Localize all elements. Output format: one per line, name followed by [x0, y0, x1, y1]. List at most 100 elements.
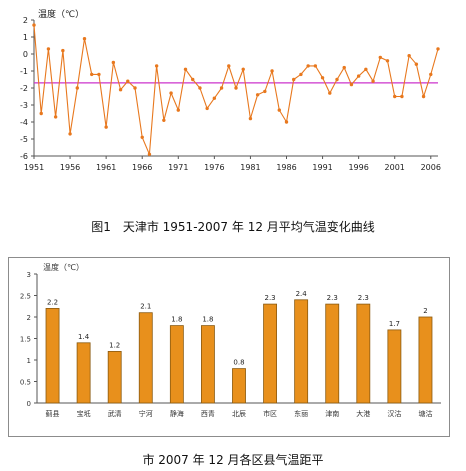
temperature-point: [320, 76, 325, 80]
category-label: 西青: [201, 409, 215, 418]
y-axis-title: 温度（℃）: [38, 8, 84, 20]
y-tick-label: 0.5: [20, 379, 31, 387]
temperature-point: [277, 108, 281, 112]
y-tick-label: -4: [20, 118, 28, 127]
temperature-point: [46, 47, 51, 51]
bar-value-label: 2.3: [265, 294, 276, 302]
temperature-point: [191, 77, 195, 82]
category-label: 津南: [325, 409, 339, 418]
x-tick-label: 1961: [96, 163, 116, 172]
temperature-point: [75, 86, 79, 90]
temperature-point: [299, 72, 303, 77]
temperature-point: [82, 37, 87, 41]
anomaly-bar: [76, 342, 91, 404]
category-label: 大港: [356, 409, 370, 418]
anomaly-bar: [263, 303, 278, 404]
temperature-point: [270, 69, 274, 73]
temperature-point: [356, 74, 361, 78]
temperature-point: [39, 111, 43, 116]
y-tick-label: 1: [23, 33, 28, 42]
category-label: 静海: [170, 409, 184, 418]
bar-value-label: 2.4: [296, 290, 308, 298]
line-chart-caption: 图1 天津市 1951-2007 年 12 月平均气温变化曲线: [91, 220, 375, 234]
temperature-point: [241, 67, 245, 71]
x-tick-label: 2001: [385, 163, 405, 172]
bar-value-label: 1.8: [202, 316, 213, 324]
category-label: 蓟县: [46, 409, 60, 418]
temperature-point: [212, 96, 217, 100]
temperature-point: [198, 86, 202, 90]
category-label: 宝坻: [77, 409, 91, 418]
temperature-point: [421, 94, 426, 99]
x-tick-label: 1996: [348, 163, 368, 172]
y-tick-label: -2: [20, 84, 28, 93]
bar-value-label: 2.1: [140, 303, 151, 311]
bar-value-label: 1.2: [109, 341, 120, 349]
x-tick-label: 1986: [276, 163, 296, 172]
anomaly-bar: [325, 303, 340, 404]
temperature-point: [227, 64, 231, 68]
temperature-point: [385, 59, 390, 63]
x-tick-label: 2006: [421, 163, 441, 172]
temperature-point: [414, 62, 419, 66]
x-tick-label: 1956: [60, 163, 80, 172]
temperature-point: [328, 91, 332, 95]
temperature-point: [140, 135, 144, 139]
bar-value-label: 2.3: [327, 294, 338, 302]
anomaly-bar: [169, 325, 184, 404]
temperature-point: [342, 65, 346, 70]
temperature-point: [104, 125, 108, 129]
bar-value-label: 2.3: [358, 294, 369, 302]
temperature-point: [263, 89, 267, 94]
temperature-point: [183, 67, 188, 71]
temperature-point: [32, 23, 36, 27]
temperature-point: [371, 79, 375, 83]
temperature-point: [111, 60, 116, 65]
category-label: 东丽: [294, 409, 308, 418]
bar-value-label: 1.7: [389, 320, 400, 328]
y-tick-label: -6: [20, 152, 28, 161]
monthly-temperature-line-chart: 2 1 0 -1 -2 -3 -4 -5 -6 1951 1956 1961 1966 1971 1976 1…: [8, 4, 448, 184]
category-label: 塘沽: [418, 409, 432, 418]
temperature-point: [219, 86, 224, 90]
x-tick-label: 1991: [312, 163, 332, 172]
anomaly-bar: [387, 329, 402, 404]
temperature-point: [400, 94, 404, 99]
temperature-point: [255, 93, 260, 97]
temperature-point: [429, 72, 433, 77]
temperature-point: [61, 48, 65, 53]
bar-value-label: 1.8: [171, 316, 182, 324]
anomaly-bar: [418, 316, 433, 404]
bar-value-label: 1.4: [78, 333, 90, 341]
bar-chart-caption: 市 2007 年 12 月各区县气温距平: [142, 453, 324, 467]
temperature-point: [97, 72, 101, 77]
anomaly-bar: [232, 368, 246, 404]
bar-chart-svg: 0 0.5 1 1.5 2 2.5 3 温度（℃） 2.2 蓟县 1.4 宝坻 1.2 武清 2.1 宁河 1.…: [20, 262, 441, 418]
x-tick-label: 1966: [132, 163, 152, 172]
temperature-point: [313, 64, 318, 68]
anomaly-bar: [45, 308, 60, 404]
category-label: 宁河: [139, 409, 153, 418]
anomaly-bar: [356, 303, 371, 404]
temperature-point: [133, 86, 137, 90]
temperature-point: [378, 55, 382, 60]
line-chart-svg: 2 1 0 -1 -2 -3 -4 -5 -6 1951 1956 1961 1966 1971 1976 1…: [20, 8, 441, 172]
y-tick-label: 0: [23, 50, 28, 59]
temperature-point: [205, 106, 209, 111]
temperature-point: [176, 108, 180, 112]
temperature-point: [126, 79, 130, 83]
temperature-point: [393, 94, 397, 99]
temperature-point: [248, 116, 253, 121]
anomaly-bar: [138, 312, 153, 404]
x-tick-label: 1976: [204, 163, 224, 172]
temperature-point: [349, 82, 354, 87]
temperature-point: [407, 54, 411, 58]
y-tick-label: 1: [27, 357, 31, 365]
y-tick-label: 3: [27, 271, 31, 279]
category-label: 市区: [263, 409, 277, 418]
y-tick-label: 1.5: [20, 336, 31, 344]
anomaly-bar: [200, 325, 215, 404]
temperature-point: [90, 72, 94, 77]
temperature-point: [436, 47, 440, 51]
temperature-point: [284, 120, 289, 124]
